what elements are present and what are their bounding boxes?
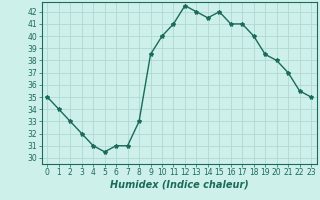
X-axis label: Humidex (Indice chaleur): Humidex (Indice chaleur) (110, 180, 249, 190)
